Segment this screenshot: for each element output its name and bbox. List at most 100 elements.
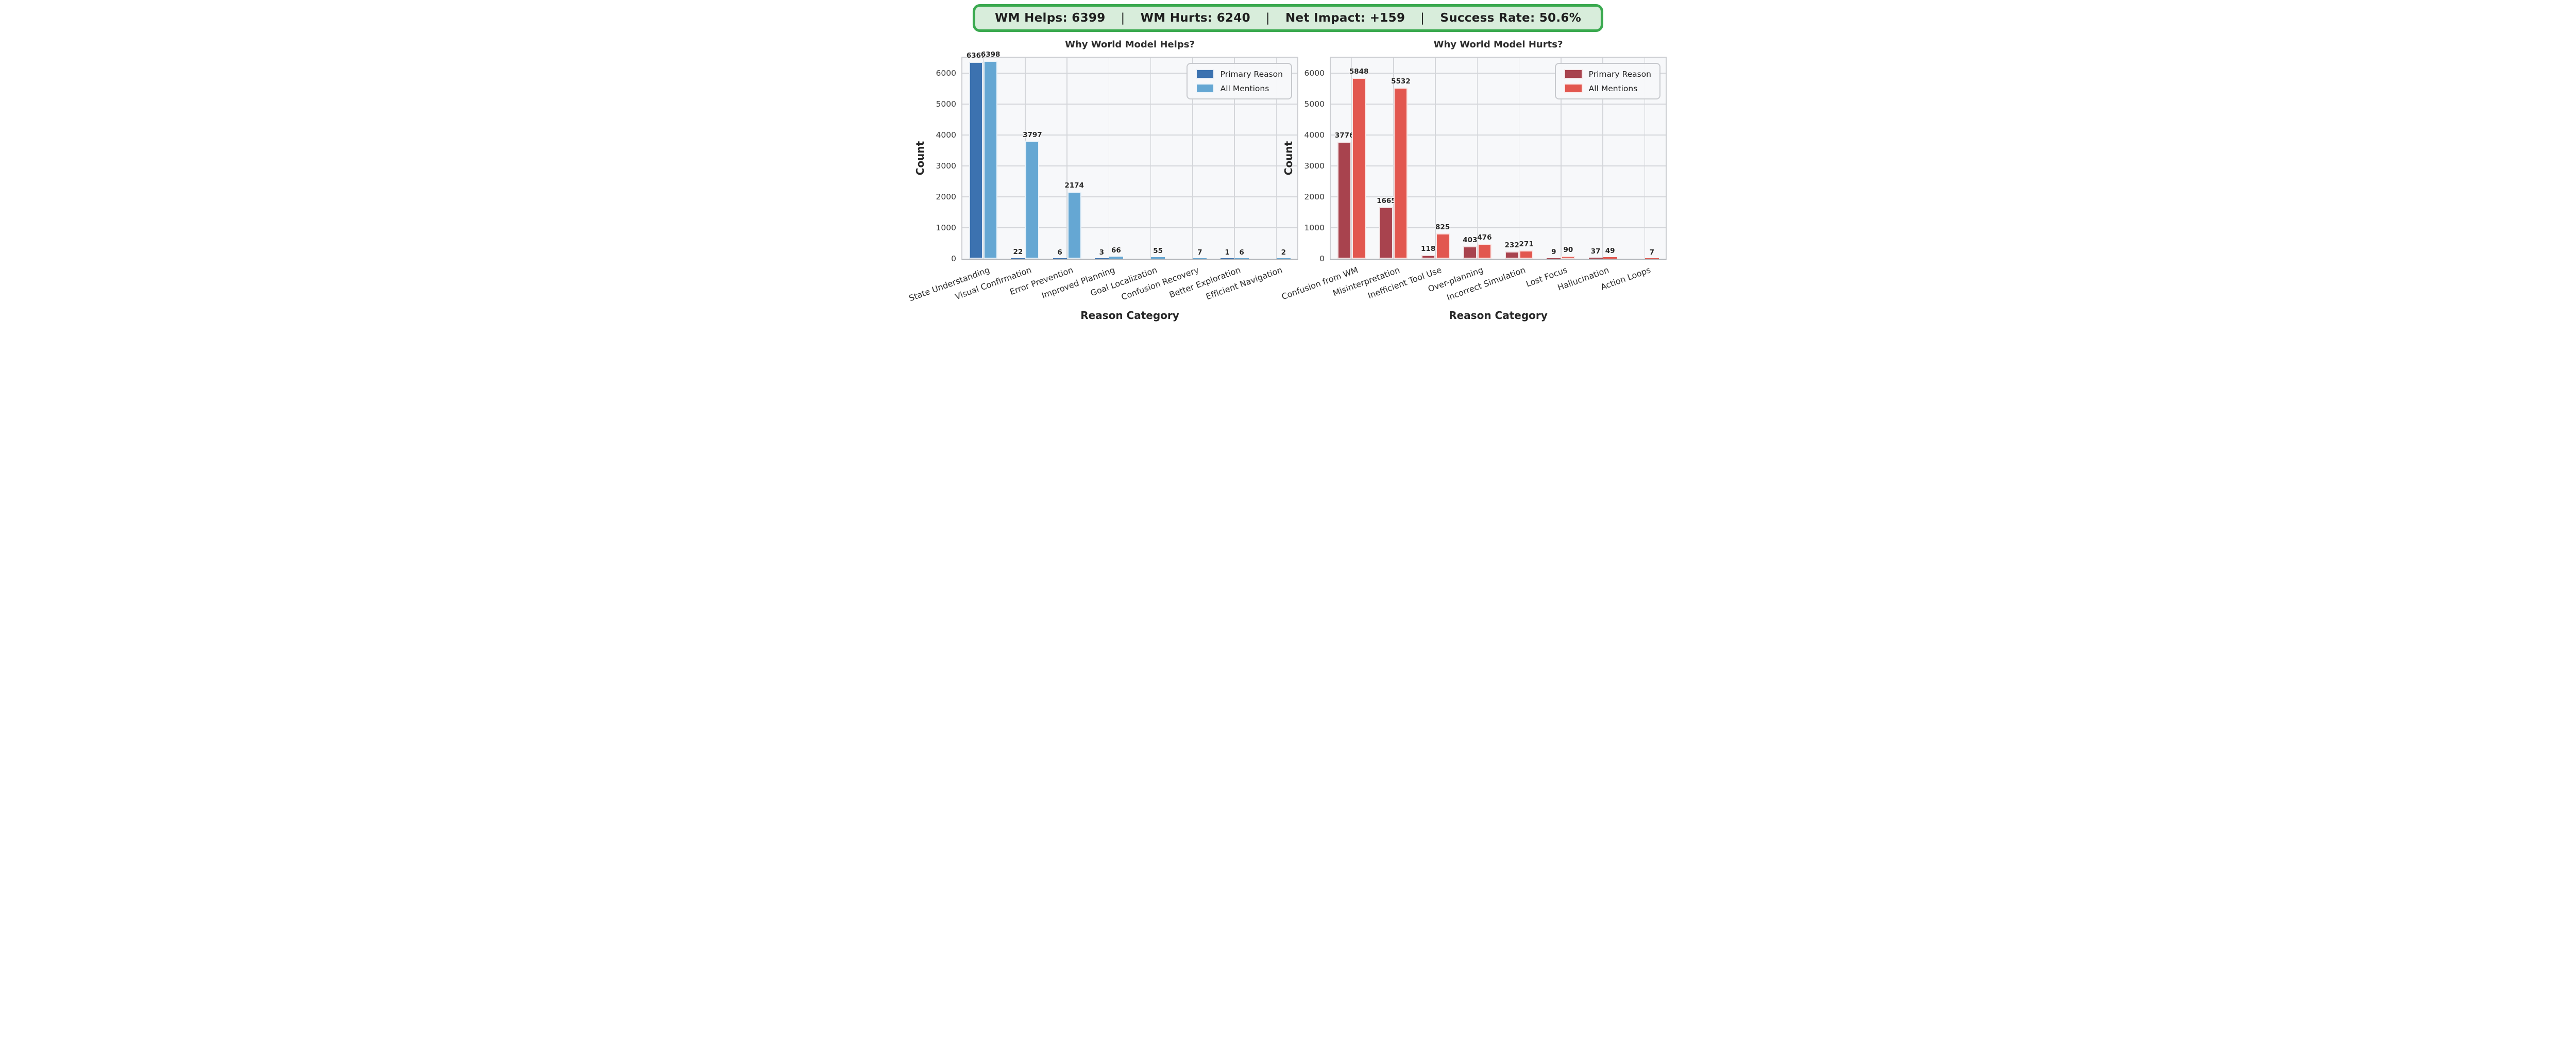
bar-value-label: 1 [1225, 248, 1230, 257]
y-tick-label: 1000 [936, 223, 956, 232]
chart-title: Why World Model Hurts? [1433, 39, 1563, 50]
gridline-v [1518, 58, 1520, 259]
legend-swatch [1195, 83, 1214, 93]
bar [1109, 257, 1123, 259]
bar [969, 61, 984, 259]
bar [1421, 255, 1435, 259]
y-tick-label: 0 [951, 254, 956, 263]
bar [1011, 258, 1025, 259]
bar [1547, 258, 1561, 259]
y-tick-label: 3000 [1304, 161, 1325, 171]
bar [1379, 207, 1394, 259]
gridline-v [1025, 58, 1026, 259]
legend-swatch [1195, 69, 1214, 79]
gridline-h [962, 73, 1297, 74]
gridline-v [1477, 58, 1478, 259]
banner-separator: | [1420, 11, 1425, 25]
bar-value-label: 22 [1013, 247, 1023, 256]
bar-value-label: 825 [1435, 223, 1450, 231]
bar [1519, 250, 1534, 259]
bar-value-label: 6398 [980, 51, 1001, 59]
y-tick-label: 6000 [936, 69, 956, 78]
plot-helps: Why World Model Helps? 0 1000 2000 3000 4000 5… [907, 39, 1298, 322]
gridline-v [1066, 58, 1067, 259]
bar-value-label: 2174 [1064, 181, 1084, 190]
legend-label: All Mentions [1588, 83, 1638, 93]
bar [1193, 258, 1207, 259]
bar-value-label: 90 [1563, 245, 1573, 254]
bar [1394, 88, 1408, 259]
bar-value-label: 3 [1099, 248, 1105, 257]
y-tick-label: 2000 [936, 192, 956, 201]
legend-item: All Mentions [1564, 83, 1651, 93]
y-tick-label: 1000 [1304, 223, 1325, 232]
legend-label: Primary Reason [1220, 69, 1283, 79]
bar [1276, 258, 1291, 259]
gridline-h [962, 165, 1297, 166]
bar-value-label: 118 [1421, 244, 1436, 253]
bar [1645, 258, 1659, 259]
y-tick-label: 4000 [936, 130, 956, 140]
banner-separator: | [1265, 11, 1270, 25]
gridline-v [1276, 58, 1277, 259]
banner-segment: WM Hurts: 6240 [1140, 11, 1250, 25]
gridline-h [962, 196, 1297, 197]
gridline-h [1331, 227, 1666, 228]
banner-segment: Success Rate: 50.6% [1440, 11, 1582, 25]
bar-value-label: 55 [1153, 246, 1163, 255]
bar [1435, 233, 1450, 259]
gridline-h [1331, 73, 1666, 74]
x-axis-label: Reason Category [1449, 309, 1548, 322]
bar-value-label: 49 [1605, 247, 1615, 256]
gridline-h [962, 227, 1297, 228]
gridline-h [1331, 196, 1666, 197]
gridline-h [962, 104, 1297, 105]
summary-banner: WM Helps: 6399 | WM Hurts: 6240 | Net Impact… [972, 4, 1604, 32]
y-tick-label: 6000 [1304, 69, 1325, 78]
gridline-v [1393, 58, 1394, 259]
gridline-v [1108, 58, 1110, 259]
bar [1053, 258, 1067, 259]
legend: Primary Reason All Mentions [1554, 63, 1660, 99]
bar-value-label: 5848 [1349, 68, 1369, 76]
bar [1505, 251, 1519, 259]
bar-value-label: 6 [1239, 248, 1244, 257]
bar-value-label: 6367 [966, 51, 986, 60]
bar-value-label: 476 [1477, 233, 1492, 242]
plot-hurts: Why World Model Hurts? 0 1000 2000 3000 4000 5… [1280, 39, 1667, 322]
legend-swatch [1564, 69, 1583, 79]
legend-label: All Mentions [1220, 83, 1269, 93]
bar-value-label: 66 [1111, 246, 1121, 255]
legend-item: All Mentions [1195, 83, 1283, 93]
bar-value-label: 1665 [1377, 197, 1396, 206]
gridline-v [1192, 58, 1193, 259]
gridline-v [1351, 58, 1352, 259]
y-axis-label: Count [1282, 141, 1295, 176]
y-tick-label: 5000 [1304, 99, 1325, 109]
bar [1234, 258, 1249, 259]
gridline-v [1234, 58, 1235, 259]
gridline-h [1331, 104, 1666, 105]
bar [984, 61, 998, 259]
bar [1151, 257, 1165, 259]
legend: Primary Reason All Mentions [1186, 63, 1292, 99]
y-tick-label: 5000 [936, 99, 956, 109]
bar-value-label: 271 [1519, 240, 1534, 248]
gridline-v [1561, 58, 1562, 259]
x-axis-label: Reason Category [1080, 309, 1179, 322]
figure: WM Helps: 6399 | WM Hurts: 6240 | Net Impact… [884, 0, 1692, 324]
gridline-h [1331, 165, 1666, 166]
gridline-h [962, 134, 1297, 136]
bar-value-label: 3776 [1334, 131, 1354, 140]
bar-value-label: 2 [1281, 248, 1286, 257]
legend-label: Primary Reason [1588, 69, 1651, 79]
bar [1337, 142, 1352, 259]
bar [1561, 256, 1575, 259]
y-tick-label: 0 [1319, 254, 1325, 263]
gridline-v [1644, 58, 1646, 259]
bar [1352, 78, 1366, 259]
bar-value-label: 37 [1590, 247, 1601, 256]
bar [1067, 191, 1081, 259]
gridline-v [982, 58, 984, 259]
y-tick-label: 3000 [936, 161, 956, 171]
